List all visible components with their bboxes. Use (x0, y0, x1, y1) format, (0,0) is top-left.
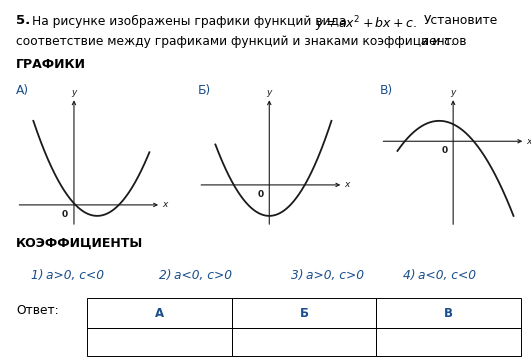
Text: А: А (155, 307, 164, 320)
Text: x: x (526, 137, 531, 146)
Bar (376, 328, 520, 356)
Text: $y = ax^2 + bx + c$.: $y = ax^2 + bx + c$. (315, 14, 417, 34)
Text: Б): Б) (198, 84, 211, 97)
Text: Установите: Установите (424, 14, 498, 28)
Text: Ответ:: Ответ: (16, 304, 58, 317)
Bar (87, 299, 232, 328)
Text: КОЭФФИЦИЕНТЫ: КОЭФФИЦИЕНТЫ (16, 237, 143, 250)
Text: соответствие между графиками функций и знаками коэффициентов: соответствие между графиками функций и з… (16, 35, 466, 48)
Text: 0: 0 (62, 210, 68, 219)
Text: 1) a>0, c<0: 1) a>0, c<0 (31, 269, 104, 282)
Text: 2) a<0, c>0: 2) a<0, c>0 (159, 269, 232, 282)
Bar (376, 299, 520, 328)
Text: y: y (267, 88, 272, 97)
Text: ГРАФИКИ: ГРАФИКИ (16, 58, 86, 71)
Text: 4) a<0, c<0: 4) a<0, c<0 (404, 269, 476, 282)
Text: Б: Б (299, 307, 309, 320)
Bar (232, 299, 376, 328)
Text: x: x (162, 200, 168, 209)
Text: В: В (444, 307, 453, 320)
Text: 5.: 5. (16, 14, 30, 28)
Bar (87, 328, 232, 356)
Text: На рисунке изображены графики функций вида: На рисунке изображены графики функций ви… (32, 14, 347, 28)
Text: x: x (344, 180, 349, 189)
Text: В): В) (380, 84, 393, 97)
Text: А): А) (16, 84, 29, 97)
Text: 0: 0 (258, 190, 263, 199)
Text: 0: 0 (441, 146, 447, 155)
Text: а и с.: а и с. (421, 35, 455, 48)
Text: y: y (450, 88, 456, 97)
Text: 3) a>0, c>0: 3) a>0, c>0 (291, 269, 364, 282)
Bar (232, 328, 376, 356)
Text: y: y (71, 88, 76, 97)
